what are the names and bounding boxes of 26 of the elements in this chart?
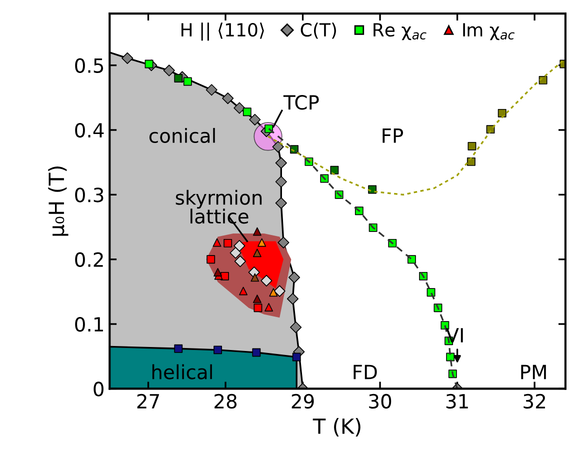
x-tick-label: 32 [524, 394, 545, 409]
annotation: TCP [283, 95, 319, 110]
annotation: PM [521, 364, 546, 380]
y-axis-title: μ₀H (T) [48, 166, 68, 236]
legend-label: Re χ$_{ac}$ [374, 23, 426, 40]
y-tick-label: 0.2 [75, 252, 103, 268]
annotation: skyrmion lattice [176, 190, 262, 224]
x-tick-label: 31 [446, 394, 468, 409]
annotation: helical [152, 364, 212, 380]
y-tick-label: 0.3 [75, 188, 104, 202]
annotation: conical [149, 128, 215, 144]
legend-label: Im χ$_{ac}$ [463, 23, 515, 40]
y-tick-label: 0.4 [75, 122, 104, 138]
x-tick-label: 29 [292, 394, 314, 409]
y-tick-label: 0.1 [75, 316, 103, 332]
annotation: VI [446, 328, 463, 342]
legend-label: C(T) [300, 22, 336, 39]
x-tick-label: 27 [137, 394, 159, 408]
annotation: FD [354, 364, 377, 380]
x-tick-label: 28 [214, 394, 237, 409]
x-tick-label: 30 [369, 394, 392, 409]
legend-title: H || ⟨110⟩ [182, 22, 264, 41]
y-tick-label: 0.5 [75, 58, 104, 73]
annotation: FP [382, 128, 404, 143]
x-axis-title: T (K) [312, 418, 360, 437]
y-tick-label: 0 [94, 382, 104, 396]
